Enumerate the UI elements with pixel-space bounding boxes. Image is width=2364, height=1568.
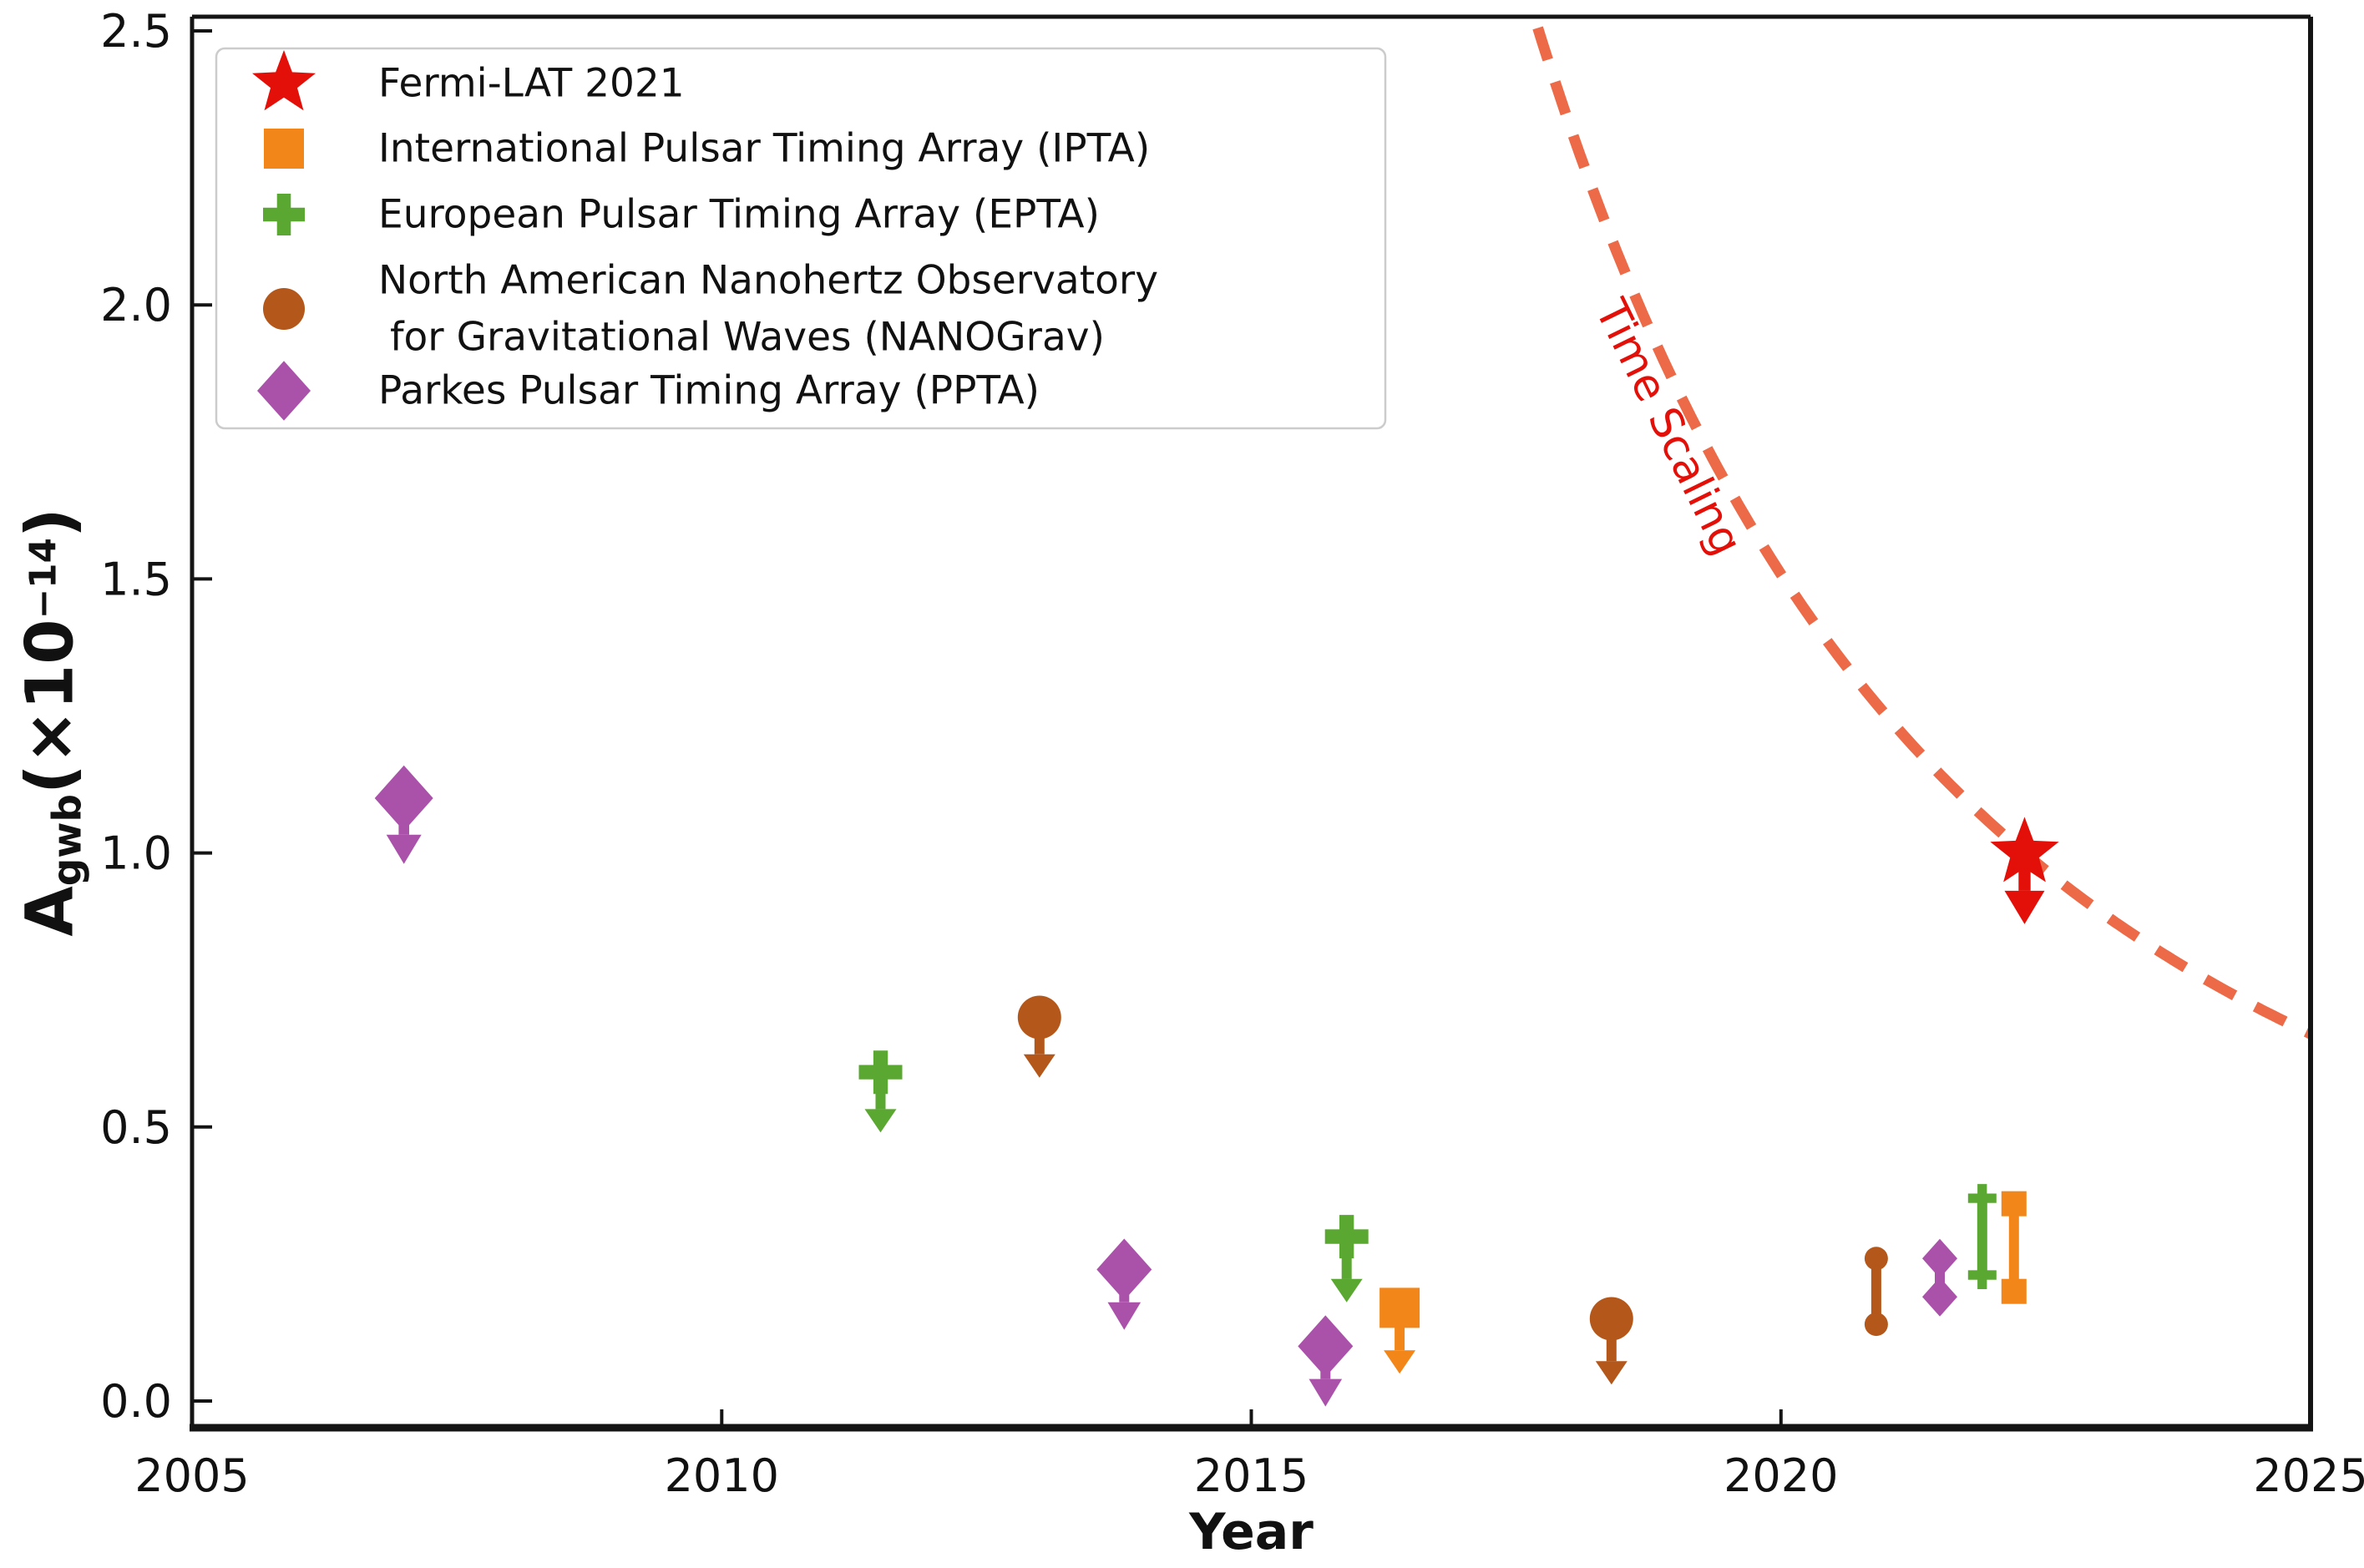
square-marker-icon [2001,1191,2027,1216]
diamond-marker-icon [1922,1277,1957,1317]
time-scaling-label: Time Scaling [1585,291,1752,564]
square-marker-icon [264,129,304,169]
y-label-subscript: gwb [45,793,91,887]
y-tick-label: 1.0 [100,827,172,880]
x-tick-label: 2020 [1724,1449,1838,1502]
plus-marker-icon [1967,1184,1997,1213]
legend-item-nanograv: North American Nanohertz Observatory for … [263,258,1158,361]
upper-limit-epta [858,1050,903,1133]
upper-limit-nanograv [1017,995,1061,1078]
x-tick-label: 2025 [2253,1449,2364,1502]
upper-limit-ppta [1298,1315,1354,1407]
circle-marker-icon [1589,1297,1633,1341]
circle-marker-icon [263,288,305,330]
down-arrow-icon [1023,1054,1055,1078]
upper-limit-fermi [1990,817,2059,924]
legend-item-epta: European Pulsar Timing Array (EPTA) [263,192,1100,238]
legend-label: Fermi-LAT 2021 [378,61,685,107]
diamond-marker-icon [1298,1315,1354,1378]
x-tick-label: 2005 [134,1449,249,1502]
legend-label-line2: for Gravitational Waves (NANOGrav) [390,315,1105,361]
star-marker-icon [252,50,316,111]
x-axis-label: Year [1189,1503,1314,1561]
diamond-marker-icon [374,765,433,832]
square-marker-icon [2001,1278,2027,1304]
circle-marker-icon [1864,1313,1888,1337]
legend-item-fermi: Fermi-LAT 2021 [252,50,685,111]
diamond-marker-icon [1922,1238,1957,1278]
plus-marker-icon [858,1050,903,1095]
legend-label: European Pulsar Timing Array (EPTA) [378,192,1100,238]
legend-item-ppta: Parkes Pulsar Timing Array (PPTA) [257,361,1040,421]
diamond-marker-icon [257,361,311,421]
down-arrow-icon [1309,1378,1343,1407]
y-label-superscript: −14 [22,538,65,620]
range-ppta [1922,1238,1957,1317]
y-axis-label: Agwb(×10−14) [13,508,91,936]
down-arrow-icon [864,1109,897,1133]
y-label-main: A [13,886,89,937]
y-tick-label: 1.5 [100,553,172,605]
range-epta [1967,1184,1997,1289]
square-marker-icon [1379,1287,1420,1328]
x-tick-label: 2010 [665,1449,779,1502]
legend-label: Parkes Pulsar Timing Array (PPTA) [378,368,1040,414]
plus-marker-icon [1324,1215,1369,1259]
legend-label: International Pulsar Timing Array (IPTA) [378,126,1150,172]
upper-limit-epta [1324,1215,1369,1302]
legend: Fermi-LAT 2021 International Pulsar Timin… [215,47,1387,430]
legend-box [215,47,1387,430]
down-arrow-icon [1330,1278,1363,1302]
down-arrow-icon [1384,1350,1416,1374]
y-label-end: ) [13,508,89,539]
upper-limit-ipta [1379,1287,1420,1374]
circle-marker-icon [1017,995,1061,1039]
upper-limit-nanograv [1589,1297,1633,1385]
down-arrow-icon [2004,890,2045,924]
range-ipta [2001,1191,2027,1304]
y-label-mid: (×10 [13,619,89,794]
circle-marker-icon [1864,1247,1888,1271]
plus-marker-icon [1967,1261,1997,1289]
down-arrow-icon [1595,1361,1627,1385]
legend-item-ipta: International Pulsar Timing Array (IPTA) [264,126,1150,172]
x-tick-label: 2015 [1194,1449,1309,1502]
y-tick-label: 2.0 [100,279,172,331]
time-scaling-curve [1528,17,2311,1039]
range-nanograv [1864,1247,1888,1337]
upper-limit-ppta [374,765,433,864]
down-arrow-icon [1107,1302,1142,1330]
upper-limit-ppta [1096,1238,1152,1330]
y-tick-label: 0.5 [100,1101,172,1154]
legend-label-line1: North American Nanohertz Observatory [378,258,1158,304]
y-tick-label: 2.5 [100,5,172,58]
down-arrow-icon [386,834,422,864]
star-marker-icon [1990,817,2059,883]
diamond-marker-icon [1096,1238,1152,1301]
y-tick-label: 0.0 [100,1375,172,1428]
plus-marker-icon [263,194,305,235]
